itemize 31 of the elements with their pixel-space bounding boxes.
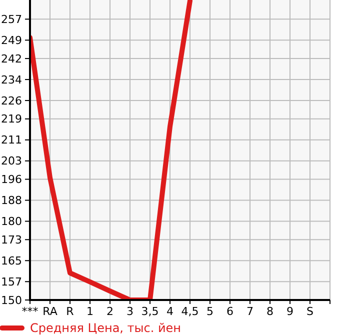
x-tick-label: 5: [206, 305, 214, 318]
x-tick-label: 2: [106, 305, 114, 318]
y-tick-label: 226: [1, 94, 22, 108]
x-tick-label: ***: [22, 305, 39, 318]
x-tick-label: 9: [286, 305, 294, 318]
y-tick-label: 196: [1, 173, 22, 186]
x-tick-label: 6: [226, 305, 234, 318]
y-tick-label: 150: [1, 294, 22, 307]
x-tick-label: 3,5: [141, 305, 159, 318]
y-tick-label: 188: [1, 194, 22, 208]
y-tick-label: 165: [1, 254, 22, 268]
y-tick-label: 257: [1, 13, 22, 26]
y-tick-label: 157: [1, 275, 22, 288]
y-tick-label: 242: [1, 52, 22, 66]
y-tick-label: 219: [1, 112, 22, 126]
y-tick-label: 203: [1, 154, 22, 168]
y-tick-label: 173: [1, 233, 22, 246]
x-tick-label: 1: [86, 305, 94, 318]
legend-label: Средняя Цена, тыс. йен: [30, 321, 182, 335]
x-tick-label: 4,5: [181, 305, 199, 318]
y-tick-label: 211: [1, 134, 22, 147]
x-tick-label: 3: [126, 305, 134, 318]
x-tick-label: 7: [246, 305, 254, 318]
x-tick-label: 4: [166, 305, 174, 318]
x-tick-label: RA: [42, 305, 58, 318]
y-tick-label: 249: [1, 34, 22, 48]
y-tick-label: 234: [1, 73, 22, 86]
x-tick-label: R: [66, 305, 74, 318]
y-tick-label: 180: [1, 215, 22, 228]
x-tick-label: S: [306, 305, 314, 318]
x-tick-label: 8: [266, 305, 274, 318]
